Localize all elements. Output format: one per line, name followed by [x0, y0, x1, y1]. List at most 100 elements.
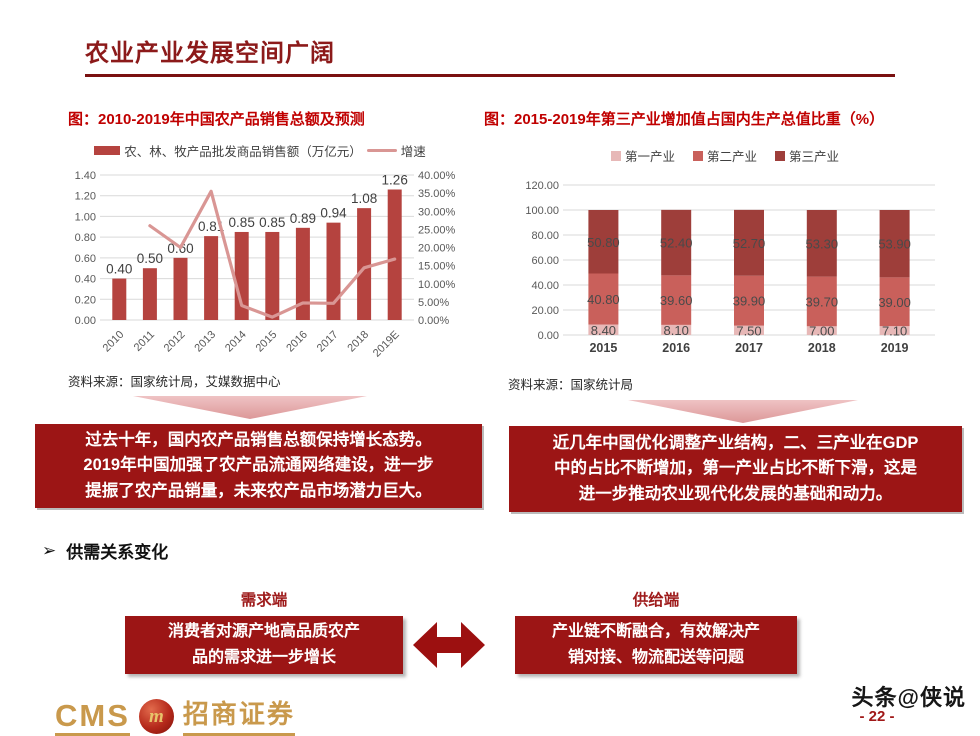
- svg-text:1.26: 1.26: [382, 173, 408, 188]
- svg-text:1.40: 1.40: [75, 170, 96, 182]
- right-chart-svg: 0.00 20.00 40.00 60.00 80.00 100.00 120.00 8.40…: [525, 180, 935, 355]
- svg-text:7.10: 7.10: [882, 324, 907, 339]
- svg-text:39.00: 39.00: [878, 295, 911, 310]
- legend-item: 第三产业: [775, 146, 839, 165]
- svg-text:39.70: 39.70: [806, 294, 839, 309]
- cms-logo: CMS m 招商证券: [55, 694, 295, 736]
- right-note-box: 近几年中国优化调整产业结构，二、三产业在GDP 中的占比不断增加，第一产业占比不…: [509, 426, 962, 512]
- svg-text:52.40: 52.40: [660, 236, 693, 251]
- double-arrow-icon: [413, 622, 485, 668]
- supply-side-label: 供给端: [632, 592, 680, 609]
- svg-text:2013: 2013: [192, 329, 218, 355]
- svg-text:0.60: 0.60: [75, 253, 96, 265]
- right-source-note: 资料来源：国家统计局: [508, 378, 634, 392]
- svg-text:0.81: 0.81: [198, 219, 224, 234]
- line-swatch-icon: [366, 148, 397, 153]
- svg-text:20.00%: 20.00%: [418, 243, 456, 255]
- page-title: 农业产业发展空间广阔: [85, 40, 335, 67]
- svg-text:1.00: 1.00: [75, 211, 96, 223]
- title-underline: [85, 74, 895, 77]
- demand-box: 消费者对源产地高品质农产 品的需求进一步增长: [125, 616, 403, 674]
- svg-text:1.08: 1.08: [351, 191, 377, 206]
- svg-text:60.00: 60.00: [531, 255, 559, 267]
- left-chart-svg: 0.00 0.20 0.40 0.60 0.80 1.00 1.20 1.40 0.00% 5.0…: [75, 170, 456, 360]
- legend-item: 第二产业: [692, 146, 757, 165]
- svg-text:2019E: 2019E: [371, 329, 402, 360]
- square-swatch-icon: [610, 150, 621, 161]
- svg-text:40.00: 40.00: [531, 280, 559, 292]
- demand-side-label: 需求端: [240, 592, 288, 609]
- svg-text:39.60: 39.60: [660, 293, 693, 308]
- square-swatch-icon: [775, 150, 785, 161]
- left-note-box: 过去十年，国内农产品销售总额保持增长态势。 2019年中国加强了农产品流通网络建…: [35, 424, 482, 508]
- svg-text:10.00%: 10.00%: [418, 279, 456, 291]
- left-arrow-down-icon: [133, 396, 367, 419]
- cms-m-icon: m: [138, 699, 174, 734]
- svg-text:25.00%: 25.00%: [418, 224, 456, 236]
- svg-text:1.20: 1.20: [75, 191, 96, 203]
- right-chart-legend: 第一产业 第二产业 第三产业: [505, 146, 945, 165]
- svg-text:2015: 2015: [589, 341, 617, 355]
- svg-text:2010: 2010: [101, 329, 127, 355]
- left-source-note: 资料来源：国家统计局，艾媒数据中心: [68, 375, 281, 389]
- svg-text:0.85: 0.85: [259, 215, 285, 230]
- svg-text:2018: 2018: [345, 329, 371, 355]
- svg-text:2011: 2011: [132, 329, 157, 354]
- svg-text:15.00%: 15.00%: [418, 261, 456, 273]
- bar-swatch-icon: [94, 146, 121, 155]
- svg-text:0.20: 0.20: [75, 294, 96, 306]
- svg-text:2014: 2014: [223, 329, 249, 355]
- cms-logo-text: CMS: [55, 699, 130, 736]
- svg-text:0.89: 0.89: [290, 211, 316, 226]
- svg-text:2016: 2016: [284, 329, 310, 355]
- arrowhead-bullet-icon: ➢: [42, 540, 57, 560]
- svg-text:8.40: 8.40: [591, 323, 616, 338]
- svg-text:100.00: 100.00: [525, 205, 559, 217]
- svg-text:2017: 2017: [315, 329, 341, 355]
- brand-name-text: 招商证券: [182, 694, 295, 736]
- right-figure-caption: 图：2015-2019年第三产业增加值占国内生产总值比重（%）: [484, 111, 885, 128]
- svg-text:2016: 2016: [662, 341, 690, 355]
- svg-text:40.80: 40.80: [587, 292, 620, 307]
- svg-text:7.50: 7.50: [736, 323, 761, 338]
- svg-text:0.94: 0.94: [320, 206, 347, 221]
- watermark-text: 头条@侠说: [851, 685, 966, 710]
- svg-text:2017: 2017: [735, 341, 763, 355]
- svg-text:7.00: 7.00: [809, 324, 834, 339]
- svg-text:5.00%: 5.00%: [418, 297, 449, 309]
- svg-text:0.80: 0.80: [75, 232, 96, 244]
- svg-text:8.10: 8.10: [664, 323, 689, 338]
- section-heading-label: 供需关系变化: [66, 543, 169, 562]
- svg-text:0.85: 0.85: [229, 215, 255, 230]
- svg-text:2015: 2015: [254, 329, 280, 355]
- svg-text:0.40: 0.40: [106, 262, 132, 277]
- svg-text:2019: 2019: [881, 341, 909, 355]
- svg-text:35.00%: 35.00%: [418, 188, 456, 200]
- legend-item-line: 增速: [366, 141, 426, 160]
- svg-text:120.00: 120.00: [525, 180, 559, 192]
- svg-text:0.50: 0.50: [137, 251, 163, 266]
- svg-text:0.00: 0.00: [538, 330, 559, 342]
- svg-text:39.90: 39.90: [733, 294, 766, 309]
- right-arrow-down-icon: [628, 400, 858, 423]
- svg-text:52.70: 52.70: [733, 236, 766, 251]
- legend-item: 第一产业: [610, 146, 675, 165]
- section-heading: ➢ 供需关系变化: [42, 538, 168, 563]
- legend-item-bar: 农、林、牧产品批发商品销售额（万亿元）: [94, 141, 362, 160]
- svg-text:50.80: 50.80: [587, 235, 620, 250]
- left-chart-legend: 农、林、牧产品批发商品销售额（万亿元） 增速: [60, 141, 460, 160]
- svg-text:0.40: 0.40: [75, 274, 96, 286]
- svg-text:80.00: 80.00: [531, 230, 559, 242]
- svg-text:20.00: 20.00: [531, 305, 559, 317]
- svg-text:0.00: 0.00: [75, 315, 96, 327]
- svg-text:53.30: 53.30: [806, 236, 839, 251]
- svg-text:53.90: 53.90: [878, 237, 911, 252]
- svg-text:40.00%: 40.00%: [418, 170, 456, 182]
- left-figure-caption: 图：2010-2019年中国农产品销售总额及预测: [68, 111, 365, 128]
- square-swatch-icon: [692, 150, 703, 161]
- svg-text:0.00%: 0.00%: [418, 315, 449, 327]
- svg-text:30.00%: 30.00%: [418, 206, 456, 218]
- svg-text:2012: 2012: [162, 329, 188, 355]
- svg-text:2018: 2018: [808, 341, 836, 355]
- supply-box: 产业链不断融合，有效解决产 销对接、物流配送等问题: [515, 616, 797, 674]
